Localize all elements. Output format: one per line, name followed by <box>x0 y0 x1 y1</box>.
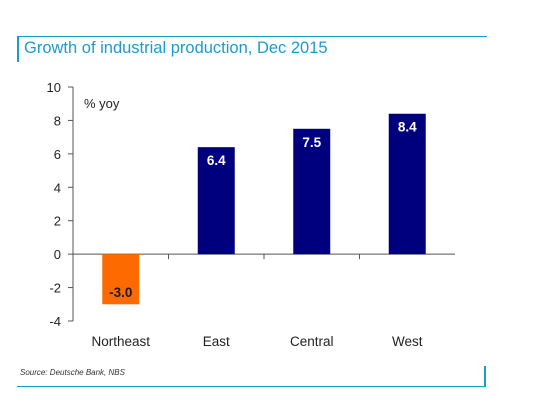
bar-east <box>197 147 235 255</box>
y-tick-label: -4 <box>49 314 61 329</box>
footer-frame-bottom-rule <box>17 386 486 387</box>
x-tick-label: West <box>392 334 423 349</box>
data-label: 7.5 <box>302 135 321 150</box>
y-tick-label: 2 <box>54 214 61 229</box>
y-tick-label: 0 <box>54 247 61 262</box>
source-note: Source: Deutsche Bank, NBS <box>20 368 125 377</box>
data-label: 6.4 <box>207 153 226 168</box>
y-tick-label: 8 <box>54 113 61 128</box>
data-label: 8.4 <box>398 120 417 135</box>
x-tick-label: East <box>203 334 230 349</box>
y-tick-label: 10 <box>47 80 61 95</box>
y-tick-label: 4 <box>54 180 61 195</box>
chart-title: Growth of industrial production, Dec 201… <box>24 39 328 57</box>
y-tick-label: 6 <box>54 147 61 162</box>
x-tick-label: Central <box>290 334 334 349</box>
data-label: -3.0 <box>109 285 132 300</box>
bar-central <box>293 128 331 255</box>
title-frame-left-rule <box>17 36 19 62</box>
y-tick-label: -2 <box>49 281 61 296</box>
title-frame-top-rule <box>17 36 487 37</box>
x-tick-label: Northeast <box>91 334 150 349</box>
y-axis-unit-label: % yoy <box>84 96 120 111</box>
bar-northeast <box>102 254 140 305</box>
chart-bars <box>102 113 426 305</box>
bar-west <box>388 113 426 255</box>
footer-frame-right-rule <box>484 366 486 387</box>
chart-axes: 10 8 6 4 2 0 -2 -4 % yoy <box>47 80 455 329</box>
chart-labels: Northeast -3.0 East 6.4 Central 7.5 West 8.4 <box>91 120 422 349</box>
